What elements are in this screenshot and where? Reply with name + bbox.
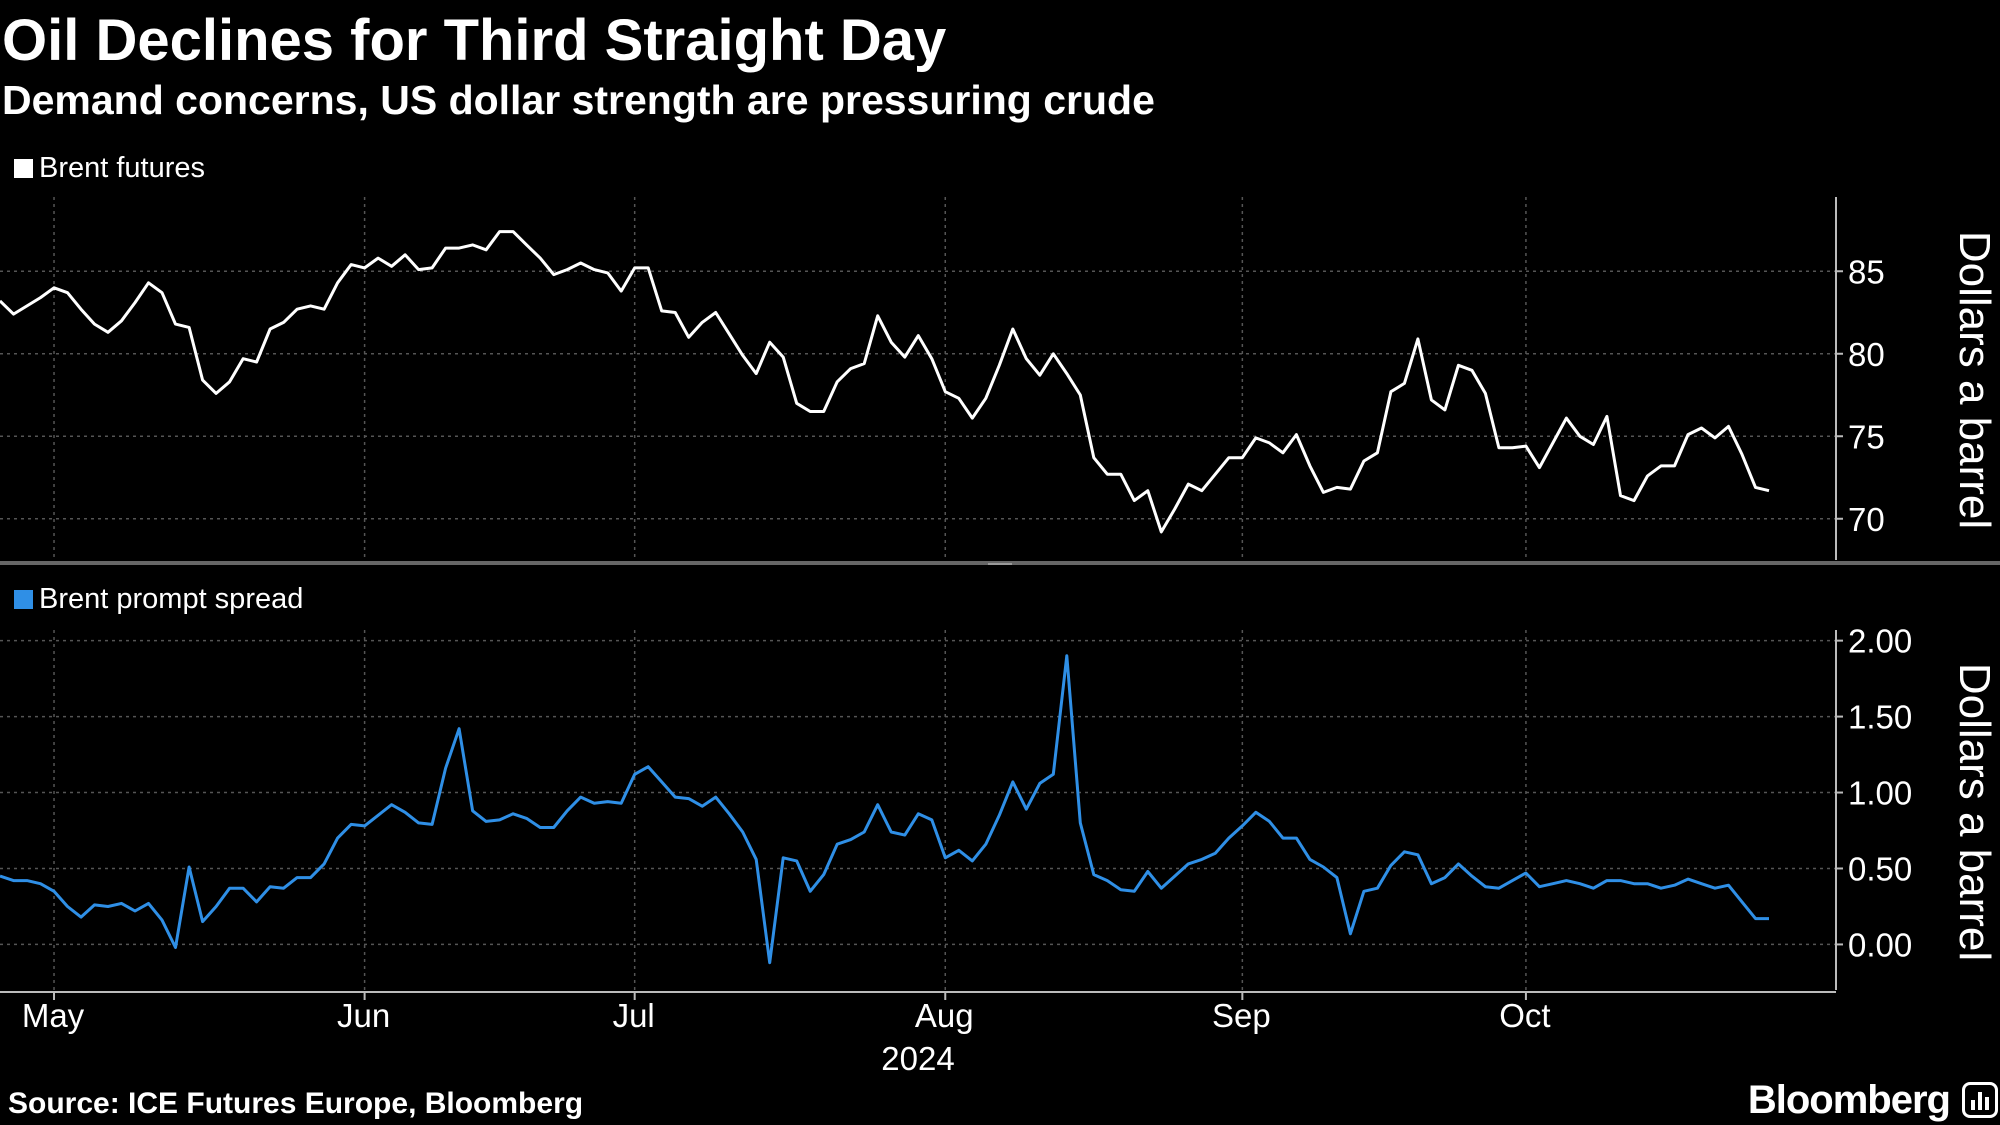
legend-brent-prompt-spread: Brent prompt spread: [14, 581, 303, 617]
y-tick-label: 0.00: [1848, 926, 1912, 963]
y-tick-label: 80: [1848, 336, 1885, 373]
source-note: Source: ICE Futures Europe, Bloomberg: [8, 1087, 584, 1120]
legend-swatch-brent-prompt-spread: [14, 589, 33, 609]
x-tick-label: May: [22, 997, 85, 1034]
bottom-y-axis-title: Dollars a barrel: [1950, 663, 1999, 961]
brent-prompt-spread-line: [0, 654, 1769, 965]
brent-futures-line: [0, 230, 1770, 534]
axis-labels: Dollars a barrel Dollars a barrel 2024 7…: [22, 231, 1999, 1077]
legend-label-brent-prompt-spread: Brent prompt spread: [39, 583, 304, 615]
y-tick-label: 0.50: [1848, 850, 1912, 887]
y-tick-label: 85: [1848, 253, 1885, 290]
series-lines: [0, 230, 1770, 965]
top-y-axis-title: Dollars a barrel: [1950, 231, 1999, 529]
x-tick-label: Aug: [915, 997, 974, 1034]
x-axis-year-label: 2024: [881, 1040, 954, 1077]
x-tick-label: Sep: [1212, 997, 1271, 1034]
y-tick-label: 75: [1848, 418, 1885, 455]
legend-label-brent-futures: Brent futures: [39, 152, 206, 184]
gridlines: [0, 197, 1836, 990]
chart-title: Oil Declines for Third Straight Day: [2, 8, 947, 73]
x-tick-label: Oct: [1499, 997, 1550, 1034]
x-tick-label: Jun: [337, 997, 390, 1034]
y-tick-label: 1.50: [1848, 699, 1912, 736]
bar-chart-icon: [1962, 1082, 1998, 1118]
y-tick-label: 1.00: [1848, 775, 1912, 812]
y-tick-label: 70: [1848, 501, 1885, 538]
bloomberg-logo: Bloomberg: [1747, 1078, 1951, 1122]
y-tick-label: 2.00: [1848, 623, 1912, 660]
legend-brent-futures: Brent futures: [14, 150, 205, 186]
axes: [0, 197, 2000, 1000]
x-tick-label: Jul: [613, 997, 655, 1034]
legend-swatch-brent-futures: [14, 158, 33, 178]
chart-subtitle: Demand concerns, US dollar strength are …: [2, 77, 1155, 123]
